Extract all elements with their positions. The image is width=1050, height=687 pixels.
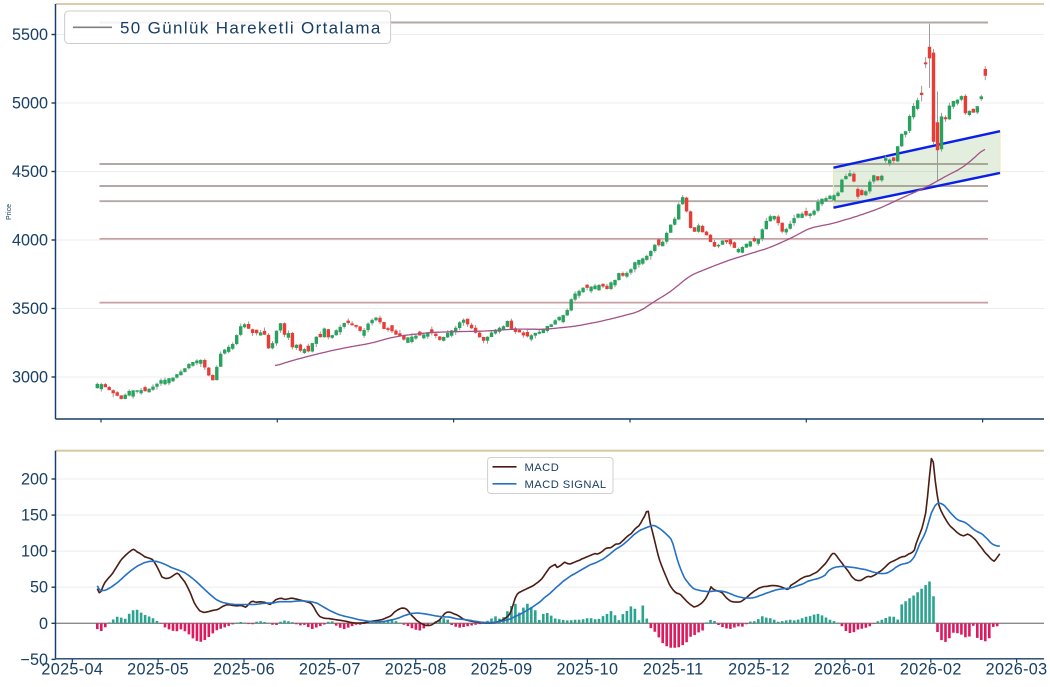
svg-text:50 Günlük Hareketli Ortalama: 50 Günlük Hareketli Ortalama — [120, 19, 382, 38]
svg-text:2025-12: 2025-12 — [728, 661, 790, 679]
svg-text:4000: 4000 — [12, 232, 48, 250]
svg-text:2025-11: 2025-11 — [643, 661, 704, 679]
svg-text:2026-01: 2026-01 — [814, 661, 876, 679]
svg-text:200: 200 — [21, 471, 48, 489]
svg-text:3000: 3000 — [12, 369, 48, 387]
svg-text:0: 0 — [39, 615, 48, 633]
svg-text:2025-05: 2025-05 — [127, 661, 189, 679]
svg-text:2025-09: 2025-09 — [471, 661, 533, 679]
svg-text:2025-08: 2025-08 — [385, 661, 447, 679]
svg-text:Price: Price — [6, 204, 13, 220]
svg-text:100: 100 — [21, 543, 48, 561]
svg-text:2025-06: 2025-06 — [213, 661, 275, 679]
svg-text:150: 150 — [21, 507, 48, 525]
svg-text:2026-03: 2026-03 — [986, 661, 1048, 679]
svg-text:2026-02: 2026-02 — [900, 661, 962, 679]
svg-text:50: 50 — [30, 579, 48, 597]
svg-text:3500: 3500 — [12, 300, 48, 318]
svg-text:MACD: MACD — [525, 462, 560, 474]
svg-text:5000: 5000 — [12, 95, 48, 113]
svg-text:2025-10: 2025-10 — [556, 661, 618, 679]
svg-text:4500: 4500 — [12, 163, 48, 181]
svg-text:−50: −50 — [21, 651, 48, 669]
svg-text:MACD SIGNAL: MACD SIGNAL — [525, 479, 607, 491]
svg-text:2025-07: 2025-07 — [299, 661, 361, 679]
svg-text:2025-04: 2025-04 — [41, 661, 103, 679]
svg-text:5500: 5500 — [12, 26, 48, 44]
